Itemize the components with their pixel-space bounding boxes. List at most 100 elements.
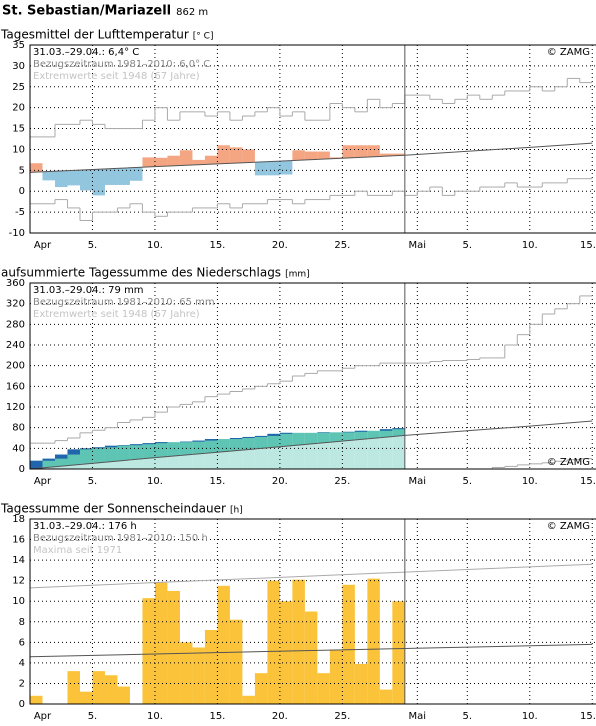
y-tick-label: 10	[12, 144, 25, 155]
normal-area	[342, 440, 355, 469]
annotation: Extremwerte seit 1948 (67 Jahre)	[33, 71, 200, 82]
bar	[217, 585, 230, 704]
anomaly-bar	[117, 168, 130, 185]
y-tick-label: 200	[6, 361, 25, 372]
anomaly-bar	[30, 163, 43, 173]
above-normal	[79, 448, 93, 464]
x-tick-label: Mai	[409, 711, 427, 722]
bar	[267, 580, 280, 704]
normal-area	[217, 451, 230, 469]
x-tick-label: 15.	[580, 240, 596, 251]
bar	[392, 601, 405, 704]
anomaly-bar	[167, 155, 180, 166]
bar	[67, 671, 80, 704]
plot-frame	[29, 44, 596, 234]
annotation: Bezugszeitraum 1981–2010: 6,0° C	[33, 59, 210, 70]
x-tick-label: 20.	[272, 476, 288, 487]
bar	[192, 647, 205, 704]
x-tick-label: Mai	[409, 240, 427, 251]
daily-increment	[354, 430, 368, 432]
y-tick-label: 160	[6, 381, 25, 392]
normal-area	[229, 450, 243, 469]
above-normal	[154, 442, 168, 458]
y-tick-label: 6	[19, 637, 25, 648]
anomaly-bar	[367, 145, 380, 157]
anomaly-bar	[304, 151, 318, 160]
daily-increment	[129, 444, 143, 446]
bar	[254, 673, 268, 704]
x-tick-label: 5.	[88, 240, 98, 251]
anomaly-bar	[292, 150, 305, 161]
y-tick-label: 2	[19, 678, 25, 689]
anomaly-bar	[129, 167, 143, 181]
anomaly-bar	[342, 145, 355, 158]
x-tick-label: Mai	[409, 476, 427, 487]
normal-area	[392, 435, 405, 469]
y-tick-label: -5	[15, 207, 25, 218]
anomaly-bar	[354, 145, 368, 158]
anomaly-bar	[92, 169, 105, 196]
y-tick-label: 360	[6, 278, 25, 289]
x-tick-label: 15.	[209, 476, 225, 487]
daily-increment	[142, 443, 155, 445]
anomaly-bar	[229, 147, 243, 164]
station-name: St. Sebastian/Mariazell	[2, 4, 171, 19]
x-tick-label: 10.	[522, 476, 538, 487]
x-tick-label: Apr	[34, 476, 52, 487]
x-tick-label: 15.	[209, 240, 225, 251]
annotation: 31.03.–29.04.: 6,4° C	[33, 47, 139, 58]
bar	[142, 598, 155, 704]
daily-increment	[229, 438, 243, 440]
y-tick-label: 0	[19, 464, 25, 475]
normal-area	[117, 460, 130, 469]
y-tick-label: 15	[12, 124, 25, 135]
bar	[342, 584, 355, 704]
y-tick-label: 320	[6, 299, 25, 310]
daily-increment	[317, 432, 330, 433]
daily-increment	[379, 429, 393, 431]
anomaly-bar	[329, 157, 343, 159]
above-normal	[392, 428, 405, 436]
annotation: Maxima seit 1971	[33, 545, 122, 556]
x-tick-label: 25.	[334, 476, 350, 487]
daily-increment	[154, 442, 168, 444]
normal-area	[317, 442, 330, 469]
copyright: © ZAMG	[547, 521, 590, 532]
normal-area	[304, 443, 318, 469]
above-normal	[204, 439, 218, 453]
anomaly-bar	[267, 161, 280, 176]
y-tick-label: 8	[19, 617, 25, 628]
bar	[30, 695, 43, 704]
anomaly-bar	[67, 170, 80, 186]
y-tick-label: 10	[12, 596, 25, 607]
y-tick-label: 25	[12, 82, 25, 93]
above-normal	[92, 447, 105, 463]
daily-increment	[342, 431, 355, 433]
above-normal	[54, 454, 68, 467]
normal-area	[204, 452, 218, 469]
x-tick-label: 10.	[522, 240, 538, 251]
plot-frame	[29, 282, 596, 470]
above-normal	[242, 436, 255, 450]
x-tick-label: 10.	[147, 240, 163, 251]
annotation: Extremwerte seit 1948 (67 Jahre)	[33, 309, 200, 320]
normal-area	[279, 446, 293, 469]
y-tick-label: 5	[19, 165, 25, 176]
normal-area	[354, 439, 368, 469]
normal-line	[29, 142, 593, 173]
normal-area	[42, 467, 55, 469]
bar	[354, 663, 368, 704]
anomaly-bar	[54, 170, 68, 188]
above-normal	[367, 430, 380, 439]
x-tick-label: 5.	[88, 711, 98, 722]
annotation: 31.03.–29.04.: 79 mm	[33, 285, 144, 296]
bar	[154, 582, 168, 704]
anomaly-bar	[204, 155, 218, 165]
normal-area	[254, 448, 268, 469]
station-elevation: 862 m	[176, 7, 208, 18]
normal-line	[29, 643, 593, 658]
anomaly-bar	[42, 171, 55, 181]
above-normal	[142, 443, 155, 459]
y-tick-label: 40	[12, 443, 25, 454]
